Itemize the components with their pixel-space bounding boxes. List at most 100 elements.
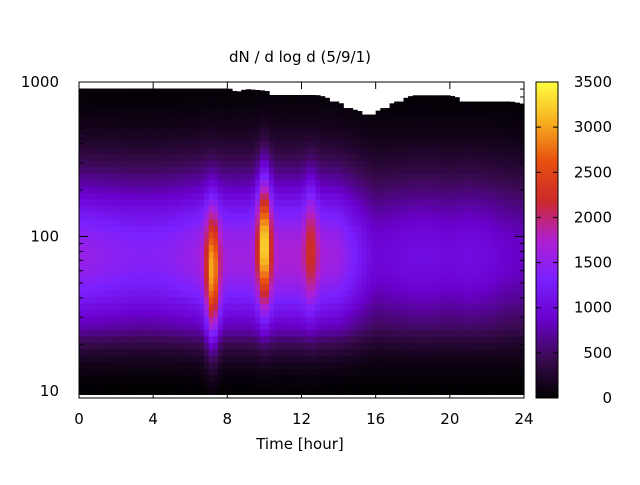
- heatmap-cell: [106, 257, 113, 265]
- heatmap-cell: [139, 335, 145, 343]
- heatmap-cell: [88, 244, 94, 252]
- heatmap-cell: [375, 296, 381, 304]
- heatmap-cell: [120, 316, 126, 324]
- heatmap-cell: [92, 127, 99, 135]
- heatmap-cell: [208, 212, 215, 220]
- heatmap-cell: [120, 88, 126, 96]
- heatmap-cell: [482, 225, 488, 233]
- heatmap-cell: [167, 114, 173, 122]
- heatmap-cell: [162, 277, 168, 285]
- heatmap-cell: [264, 179, 270, 187]
- heatmap-cell: [431, 244, 437, 252]
- heatmap-cell: [403, 127, 409, 135]
- heatmap-cell: [199, 368, 205, 376]
- heatmap-cell: [510, 342, 516, 350]
- heatmap-cell: [500, 361, 507, 369]
- heatmap-cell: [435, 264, 442, 272]
- heatmap-cell: [120, 270, 126, 278]
- heatmap-cell: [296, 283, 303, 291]
- heatmap-cell: [79, 231, 85, 239]
- heatmap-cell: [208, 361, 215, 369]
- heatmap-cell: [125, 121, 131, 129]
- heatmap-cell: [519, 121, 525, 129]
- heatmap-cell: [435, 257, 442, 265]
- heatmap-cell: [375, 127, 381, 135]
- heatmap-cell: [231, 348, 238, 356]
- heatmap-cell: [463, 342, 469, 350]
- heatmap-cell: [403, 225, 409, 233]
- heatmap-cell: [129, 101, 136, 109]
- heatmap-cell: [111, 173, 117, 181]
- heatmap-cell: [162, 212, 168, 220]
- heatmap-cell: [422, 205, 428, 213]
- heatmap-cell: [310, 166, 317, 174]
- heatmap-cell: [97, 205, 103, 213]
- heatmap-cell: [375, 283, 381, 291]
- heatmap-cell: [375, 374, 381, 382]
- heatmap-cell: [361, 368, 367, 376]
- heatmap-cell: [510, 238, 516, 246]
- heatmap-cell: [454, 121, 460, 129]
- heatmap-cell: [185, 225, 191, 233]
- heatmap-cell: [389, 108, 395, 116]
- heatmap-cell: [324, 134, 330, 142]
- heatmap-cell: [120, 140, 126, 148]
- heatmap-cell: [505, 277, 511, 285]
- heatmap-cell: [449, 257, 456, 265]
- heatmap-cell: [282, 231, 289, 239]
- heatmap-cell: [468, 283, 474, 291]
- heatmap-cell: [514, 121, 520, 129]
- heatmap-cell: [440, 121, 446, 129]
- heatmap-cell: [171, 179, 177, 187]
- heatmap-cell: [79, 121, 85, 129]
- heatmap-cell: [505, 225, 511, 233]
- heatmap-cell: [204, 270, 210, 278]
- heatmap-cell: [213, 173, 219, 181]
- heatmap-cell: [459, 368, 465, 376]
- heatmap-cell: [264, 121, 270, 129]
- heatmap-cell: [231, 277, 238, 285]
- heatmap-cell: [241, 257, 247, 265]
- heatmap-cell: [315, 335, 321, 343]
- heatmap-cell: [519, 355, 525, 363]
- heatmap-cell: [435, 101, 442, 109]
- colorbar-tick-label: 0: [602, 389, 612, 407]
- heatmap-cell: [190, 277, 196, 285]
- heatmap-cell: [250, 212, 256, 220]
- heatmap-cell: [222, 199, 228, 207]
- heatmap-cell: [296, 277, 303, 285]
- heatmap-cell: [125, 257, 131, 265]
- heatmap-cell: [245, 134, 252, 142]
- heatmap-cell: [139, 114, 145, 122]
- heatmap-cell: [92, 95, 99, 103]
- heatmap-cell: [143, 303, 150, 311]
- heatmap-cell: [287, 316, 293, 324]
- heatmap-cell: [245, 114, 252, 122]
- heatmap-cell: [157, 283, 164, 291]
- heatmap-cell: [199, 147, 205, 155]
- heatmap-cell: [324, 342, 330, 350]
- heatmap-cell: [218, 277, 224, 285]
- heatmap-cell: [412, 342, 418, 350]
- heatmap-cell: [454, 361, 460, 369]
- heatmap-cell: [134, 257, 140, 265]
- heatmap-cell: [259, 205, 266, 213]
- heatmap-cell: [389, 277, 395, 285]
- heatmap-cell: [454, 153, 460, 161]
- heatmap-cell: [408, 257, 414, 265]
- heatmap-cell: [343, 160, 349, 168]
- heatmap-cell: [366, 277, 372, 285]
- heatmap-cell: [269, 381, 275, 389]
- heatmap-cell: [157, 322, 164, 330]
- heatmap-cell: [398, 114, 405, 122]
- heatmap-cell: [231, 244, 238, 252]
- heatmap-cell: [176, 322, 182, 330]
- heatmap-cell: [190, 121, 196, 129]
- heatmap-cell: [408, 322, 414, 330]
- heatmap-cell: [111, 101, 117, 109]
- heatmap-cell: [250, 303, 256, 311]
- heatmap-cell: [301, 225, 307, 233]
- heatmap-cell: [88, 199, 94, 207]
- heatmap-cell: [231, 374, 238, 382]
- heatmap-cell: [199, 231, 205, 239]
